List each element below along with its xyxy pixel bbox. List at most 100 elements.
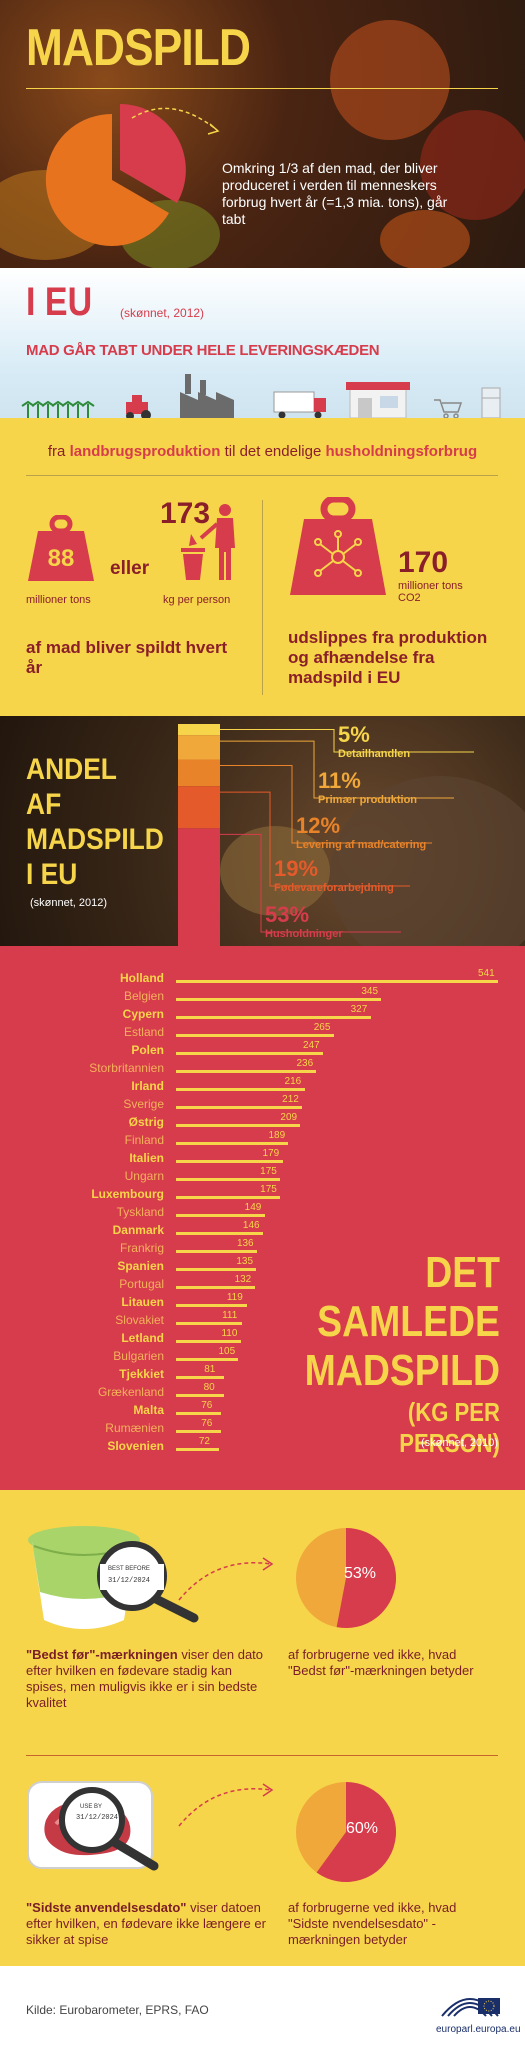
share-segment bbox=[178, 735, 220, 760]
share-label-processing: 19% Fødevareforarbejdning bbox=[274, 856, 394, 894]
country-label: Danmark bbox=[112, 1223, 164, 1237]
from-prefix: fra bbox=[47, 443, 66, 460]
country-label: Letland bbox=[121, 1331, 164, 1345]
country-value: 216 bbox=[284, 1076, 302, 1087]
pct-value: 53% bbox=[265, 902, 310, 927]
country-value: 345 bbox=[361, 986, 379, 997]
emission-text: udslippes fra produktion og afhændelse f… bbox=[288, 628, 488, 687]
pct-label: Detailhandlen bbox=[338, 748, 411, 760]
country-bar bbox=[176, 1016, 371, 1019]
factory-icon bbox=[180, 374, 234, 418]
use-by-stat-text: af forbrugerne ved ikke, hvad "Sidste nv… bbox=[288, 1900, 457, 1947]
country-label: Cypern bbox=[122, 1007, 164, 1021]
pct-label: Primær produktion bbox=[318, 794, 418, 806]
country-bar bbox=[176, 1286, 255, 1289]
stamp-title: BEST BEFORE bbox=[108, 1566, 150, 1572]
shop-icon bbox=[346, 382, 410, 419]
country-value: 327 bbox=[350, 1004, 368, 1015]
country-label: Ungarn bbox=[124, 1169, 164, 1183]
use-by-pct: 60% bbox=[346, 1820, 379, 1837]
page-title: MADSPILD bbox=[26, 19, 251, 77]
country-value: 209 bbox=[280, 1112, 298, 1123]
country-label: Finland bbox=[124, 1133, 164, 1147]
country-label: Polen bbox=[131, 1043, 164, 1057]
divider bbox=[262, 500, 263, 695]
country-value: 212 bbox=[282, 1094, 299, 1105]
share-title-line: ANDEL bbox=[26, 753, 117, 786]
share-segment bbox=[178, 724, 220, 736]
country-bar bbox=[176, 1034, 334, 1037]
chart-title: DET SAMLEDE MADSPILD bbox=[304, 1248, 500, 1395]
country-bar bbox=[176, 1178, 281, 1181]
divider bbox=[26, 475, 498, 476]
country-value: 146 bbox=[242, 1220, 260, 1231]
supply-chain-illustration bbox=[21, 374, 501, 420]
country-label: Belgien bbox=[123, 989, 164, 1003]
per-person-value: 173 bbox=[160, 497, 211, 530]
pct-value: 5% bbox=[338, 722, 370, 747]
european-parliament-logo bbox=[441, 1998, 500, 2017]
use-by-pie bbox=[296, 1782, 396, 1882]
term-label: "Bedst før"-mærkningen bbox=[26, 1647, 178, 1662]
country-label: Slovenien bbox=[107, 1439, 164, 1453]
pct-value: 19% bbox=[274, 856, 319, 881]
share-label-retail: 5% Detailhandlen bbox=[338, 722, 410, 760]
country-bar bbox=[176, 1358, 239, 1361]
country-value: 541 bbox=[478, 968, 495, 979]
share-title: ANDEL AF MADSPILD I EU bbox=[26, 752, 164, 892]
share-segment bbox=[178, 786, 220, 829]
best-before-stat-text: af forbrugerne ved ikke, hvad "Bedst før… bbox=[288, 1647, 474, 1678]
co2-value: 170 bbox=[398, 546, 449, 579]
country-bar bbox=[176, 1142, 289, 1145]
shopping-cart-icon bbox=[434, 399, 463, 419]
country-bar bbox=[176, 1124, 301, 1127]
best-before-pct: 53% bbox=[344, 1565, 377, 1582]
to-household: husholdningsforbrug bbox=[325, 443, 478, 460]
share-estimate: (skønnet, 2012) bbox=[30, 897, 108, 909]
wasted-text: af mad bliver spildt hvert år bbox=[26, 638, 228, 677]
country-bar bbox=[176, 1106, 303, 1109]
country-value: 189 bbox=[268, 1130, 286, 1141]
country-label: Tyskland bbox=[116, 1205, 164, 1219]
share-label-households: 53% Husholdninger bbox=[265, 902, 343, 940]
country-bar bbox=[176, 1052, 323, 1055]
chart-unit: (KG PER PERSON) bbox=[399, 1397, 500, 1458]
country-bar bbox=[176, 998, 382, 1001]
share-section bbox=[0, 716, 525, 946]
country-label: Frankrig bbox=[119, 1241, 164, 1255]
country-label: Italien bbox=[129, 1151, 164, 1165]
best-before-description: "Bedst før"-mærkningen viser den dato ef… bbox=[26, 1647, 266, 1711]
eu-section bbox=[0, 268, 525, 418]
country-value: 149 bbox=[244, 1202, 262, 1213]
country-bar bbox=[176, 1160, 283, 1163]
co2-label: millioner tons CO2 bbox=[398, 580, 463, 604]
meat-package-magnifier-icon bbox=[27, 1781, 159, 1871]
source-text: Kilde: Eurobarometer, EPRS, FAO bbox=[26, 2003, 209, 2017]
country-value: 135 bbox=[236, 1256, 254, 1267]
country-value: 105 bbox=[218, 1346, 236, 1357]
footer bbox=[0, 1966, 525, 2048]
country-bar bbox=[176, 1322, 243, 1325]
country-value: 136 bbox=[236, 1238, 254, 1249]
supply-chain-heading: MAD GÅR TABT UNDER HELE LEVERINGSKÆDEN bbox=[26, 342, 380, 359]
stamp-date: 31/12/2024 bbox=[76, 1814, 119, 1822]
crops-icon bbox=[21, 400, 95, 418]
country-label: Østrig bbox=[128, 1115, 164, 1129]
best-before-pie bbox=[296, 1528, 397, 1628]
dashed-arrow bbox=[178, 1557, 274, 1601]
pct-value: 11% bbox=[318, 768, 361, 793]
country-bar bbox=[176, 1070, 317, 1073]
stamp-date: 31/12/2024 bbox=[108, 1577, 151, 1585]
country-label: Grækenland bbox=[97, 1385, 164, 1399]
share-label-primary: 11% Primær produktion bbox=[318, 768, 417, 806]
dashed-arrow bbox=[178, 1783, 274, 1827]
country-value: 247 bbox=[303, 1040, 320, 1051]
country-value: 175 bbox=[260, 1184, 277, 1195]
ground-strip bbox=[0, 418, 525, 428]
share-leader-line bbox=[220, 740, 454, 799]
country-bar bbox=[176, 1430, 222, 1433]
country-value: 72 bbox=[198, 1436, 210, 1447]
truck-icon bbox=[273, 391, 326, 419]
country-label: Tjekkiet bbox=[119, 1367, 164, 1381]
country-bar bbox=[176, 1268, 257, 1271]
